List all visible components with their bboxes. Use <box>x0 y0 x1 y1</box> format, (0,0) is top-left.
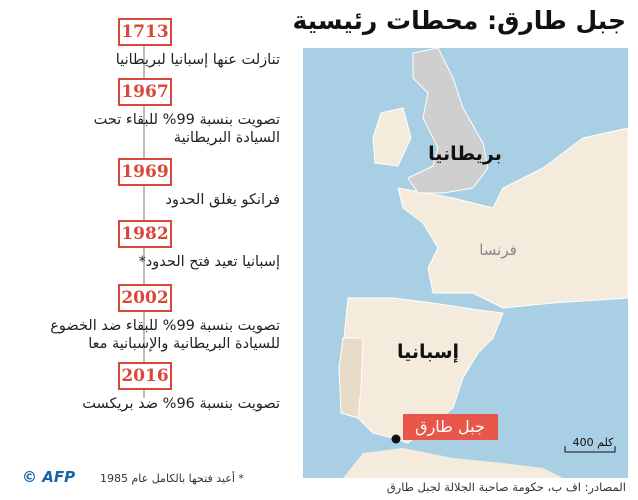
scale-bar <box>564 446 616 453</box>
event-text: تصويت بنسبة 99% للبقاء تحت <box>93 112 280 128</box>
year-box: 1713 <box>118 18 172 46</box>
gibraltar-dot <box>391 434 401 444</box>
event-text: إسبانيا تعيد فتح الحدود* <box>138 254 280 270</box>
event-text: تنازلت عنها إسبانيا لبريطانيا <box>115 52 280 68</box>
scale-label: 400 كلم <box>573 436 614 449</box>
map: جبل طارق بريطانيا فرنسا إسبانيا 400 كلم <box>303 48 628 478</box>
year-box: 2016 <box>118 362 172 390</box>
logo: © AFP <box>22 468 75 486</box>
year-box: 1969 <box>118 158 172 186</box>
ireland <box>372 107 412 167</box>
britain <box>407 48 489 194</box>
year-box: 1967 <box>118 78 172 106</box>
event-text: تصويت بنسبة 99% للبقاء ضد الخضوع <box>50 318 280 334</box>
africa <box>343 448 563 478</box>
france-label: فرنسا <box>479 241 517 259</box>
spain-label: إسبانيا <box>397 341 459 363</box>
timeline-line <box>143 18 145 398</box>
gibraltar-box <box>403 414 498 440</box>
logo-text: AFP <box>42 468 76 486</box>
event-text: فرانكو يغلق الحدود <box>165 192 280 208</box>
britain-label: بريطانيا <box>428 143 502 165</box>
footnote: * أعيد فتحها بالكامل عام 1985 <box>100 472 244 485</box>
year-box: 2002 <box>118 284 172 312</box>
title: جبل طارق: محطات رئيسية <box>292 6 626 35</box>
source: المصادر: اف ب، حكومة صاحبة الجلالة لجبل … <box>386 480 626 494</box>
event-text: السيادة البريطانية <box>173 130 280 146</box>
france <box>397 127 628 309</box>
event-text: تصويت بنسبة 96% ضد بريكست <box>82 396 280 412</box>
year-box: 1982 <box>118 220 172 248</box>
portugal <box>338 337 364 419</box>
gibraltar-label: جبل طارق <box>415 417 485 437</box>
copyright: © <box>22 468 37 486</box>
event-text: للسيادة البريطانية والإسبانية معا <box>88 336 280 352</box>
